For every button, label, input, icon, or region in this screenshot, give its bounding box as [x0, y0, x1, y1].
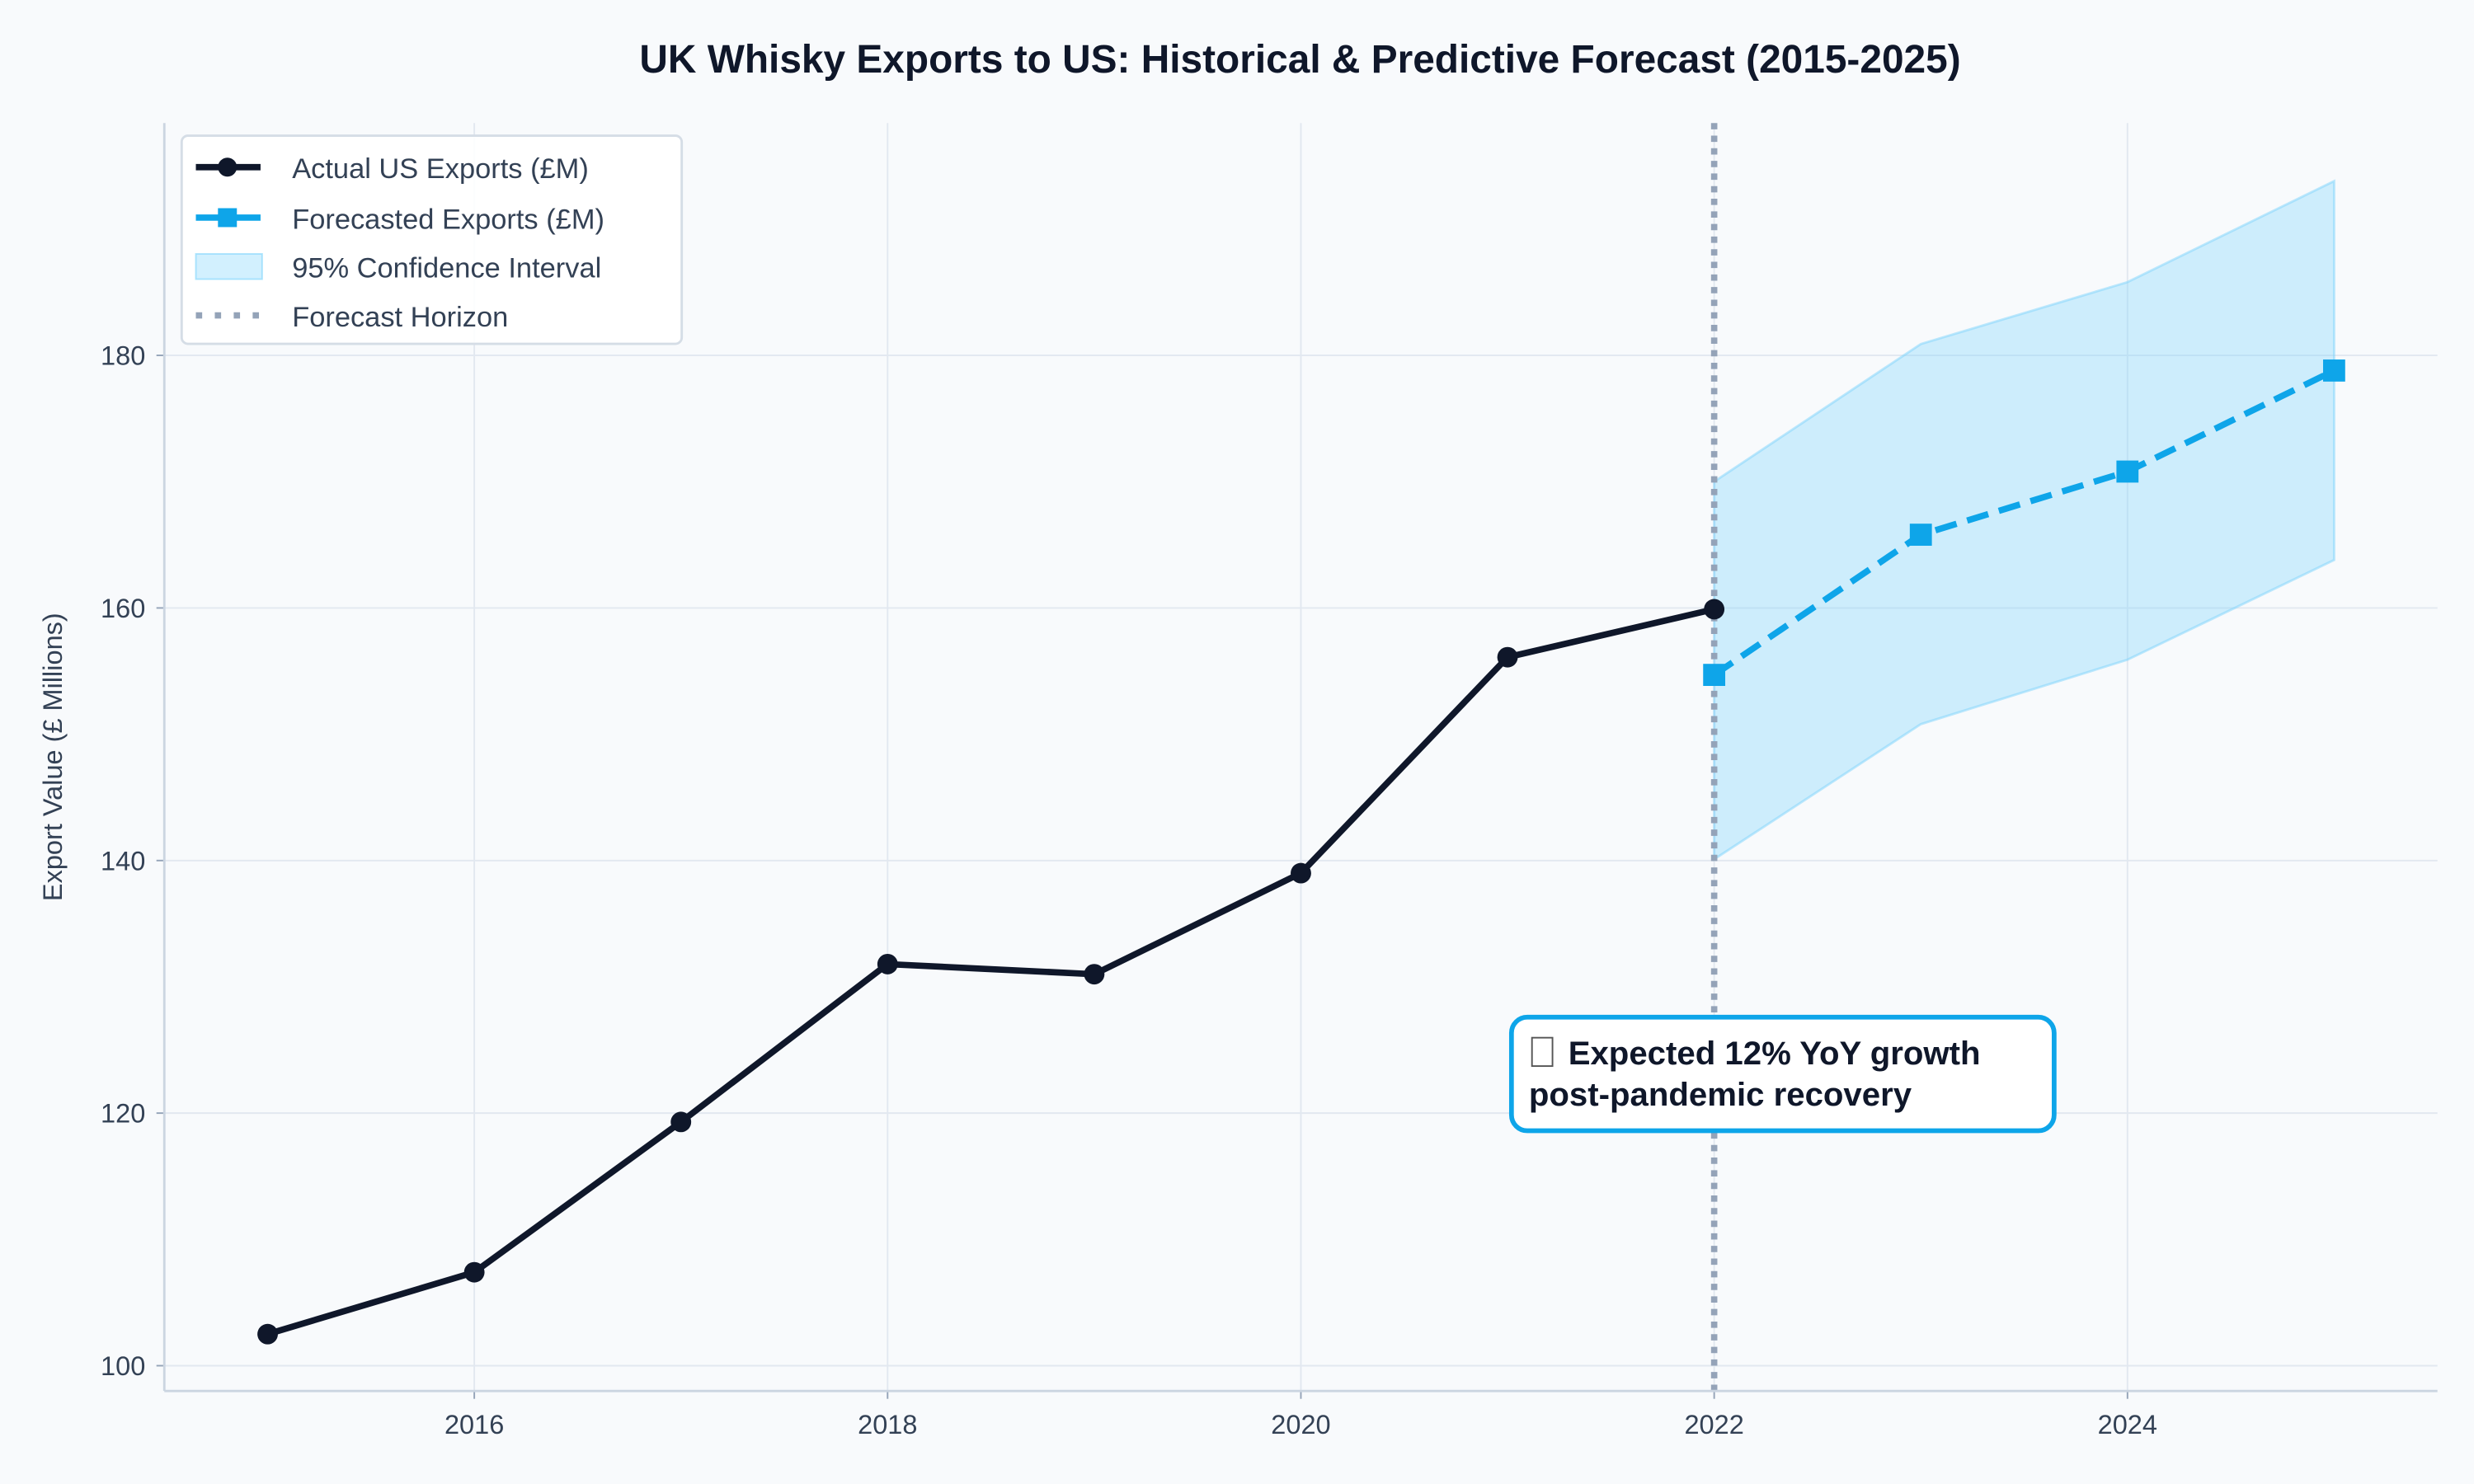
legend-ci-label: 95% Confidence Interval [292, 253, 601, 284]
data-point [1909, 524, 1932, 546]
confidence-band [1713, 179, 2335, 862]
x-tick-label: 2016 [444, 1410, 504, 1439]
y-tick-label: 120 [101, 1099, 145, 1129]
legend-actual-label: Actual US Exports (£M) [292, 153, 589, 185]
x-tick-label: 2022 [1684, 1410, 1743, 1439]
confidence-interval [1713, 179, 2335, 862]
data-point [1497, 646, 1518, 668]
data-point [1704, 599, 1725, 620]
data-point [877, 953, 898, 974]
x-tick-label: 2024 [2098, 1410, 2157, 1439]
y-tick-label: 140 [101, 846, 145, 876]
chart-title: UK Whisky Exports to US: Historical & Pr… [639, 38, 1960, 82]
axes: 2016 2018 2020 2022 2024 100 120 140 160 180 [101, 123, 2438, 1439]
data-point [1291, 862, 1311, 884]
data-point [257, 1323, 278, 1345]
y-axis-label: Export Value (£ Millions) [38, 613, 68, 901]
data-point [1703, 664, 1726, 686]
legend-forecast-label: Forecasted Exports (£M) [292, 204, 604, 235]
legend-actual-marker [218, 157, 238, 177]
y-tick-label: 180 [101, 341, 145, 371]
grid [164, 123, 2438, 1392]
chart-icon [1531, 1036, 1554, 1068]
legend-horizon-label: Forecast Horizon [292, 302, 508, 333]
annotation-box [1508, 1014, 2057, 1134]
annotation: Expected 12% YoY growth post-pandemic re… [1508, 1014, 2057, 1134]
data-point [1084, 964, 1105, 985]
legend: Actual US Exports (£M) Forecasted Export… [180, 134, 684, 345]
series-line-1 [1712, 368, 2336, 678]
series [257, 359, 2345, 1345]
y-tick-label: 160 [101, 594, 145, 623]
data-point [2116, 460, 2139, 483]
x-tick-label: 2018 [858, 1410, 917, 1439]
annotation-line-2: post-pandemic recovery [1529, 1076, 1912, 1113]
data-point [463, 1261, 485, 1283]
data-point [2323, 359, 2345, 382]
annotation-line-1: Expected 12% YoY growth [1569, 1035, 1981, 1072]
x-tick-label: 2020 [1271, 1410, 1330, 1439]
y-tick-label: 100 [101, 1351, 145, 1381]
legend-forecast-marker [218, 208, 238, 228]
legend-box [180, 134, 684, 345]
legend-ci-swatch [195, 253, 263, 280]
series-line-0 [266, 606, 1715, 1337]
data-point [670, 1111, 692, 1133]
